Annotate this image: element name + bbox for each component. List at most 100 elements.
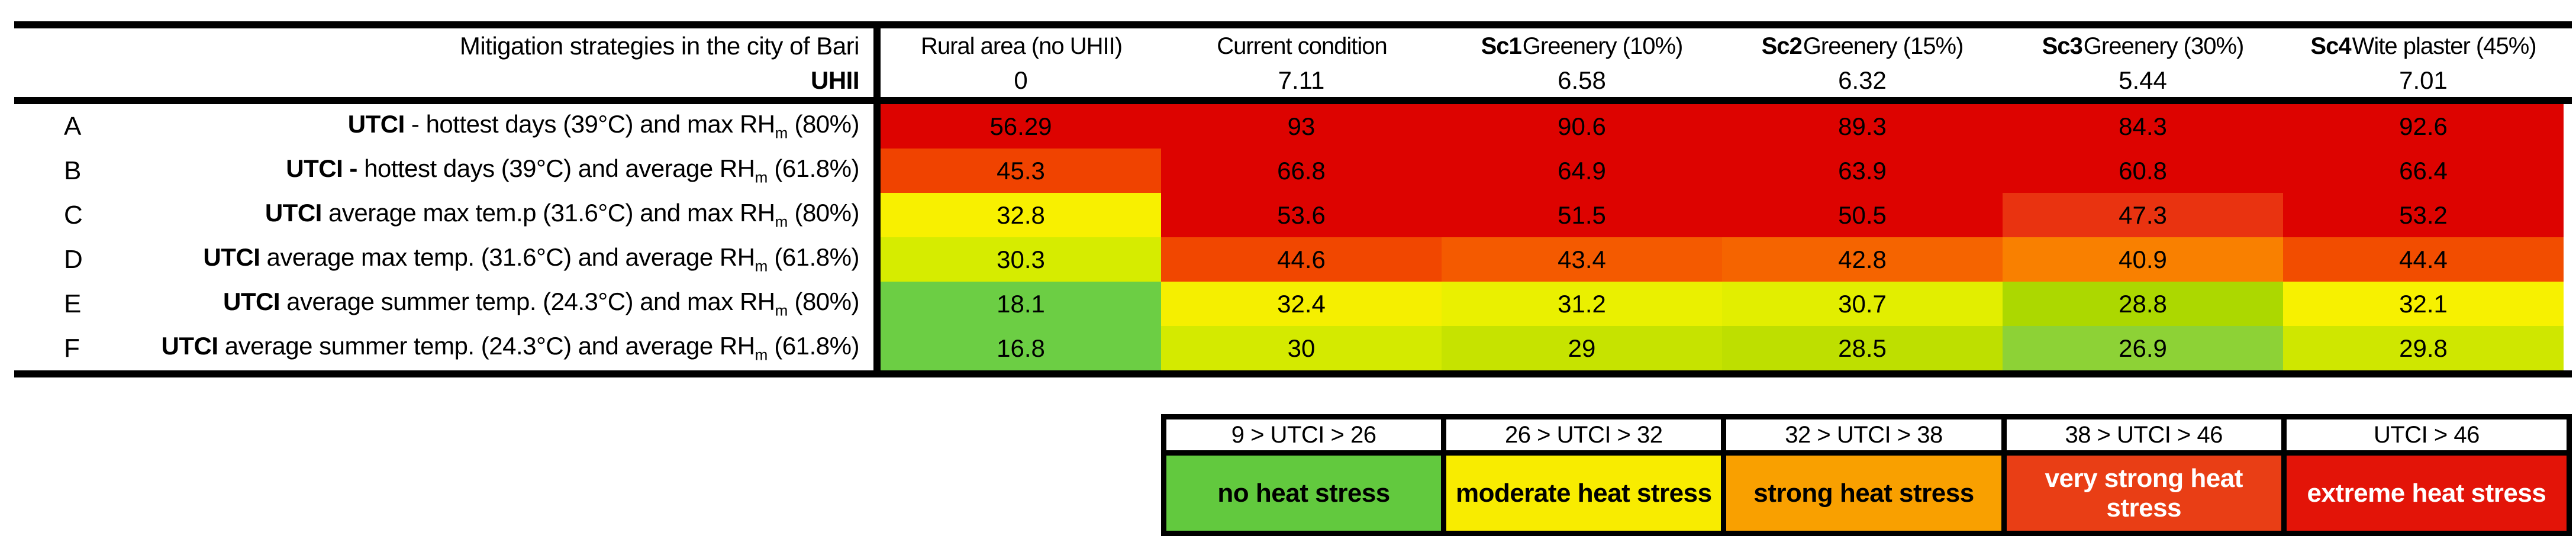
utci-value-cell: 53.6 [1161,193,1442,237]
legend-label-cell: extreme heat stress [2286,456,2567,531]
row-description-tail: (80%) [788,199,859,227]
legend-label-cell: no heat stress [1166,456,1447,531]
utci-value-cell: 47.3 [2003,193,2283,237]
legend-range-cell: 9 > UTCI > 26 [1166,419,1447,456]
row-description-text: average max tem.p (31.6°C) and max RH [321,199,775,227]
column-header: Rural area (no UHII) [881,28,1161,64]
legend-range-cell: 32 > UTCI > 38 [1726,419,2007,456]
row-description-tail: (61.8%) [768,332,859,360]
utci-value-cell: 26.9 [2003,326,2283,370]
column-header-label: Current condition [1217,33,1388,59]
row-description: UTCI - hottest days (39°C) and max RHm (… [347,110,860,142]
utci-value-cell: 40.9 [2003,237,2283,282]
table-row: D UTCI average max temp. (31.6°C) and ave… [14,237,2572,282]
uhii-value: 6.58 [1558,66,1606,94]
utci-value-cell: 44.6 [1161,237,1442,282]
row-description: UTCI average summer temp. (24.3°C) and a… [161,332,860,364]
utci-value-cell: 43.4 [1442,237,1722,282]
utci-value-cell: 63.9 [1722,149,2003,193]
utci-table: Mitigation strategies in the city of Bar… [14,21,2572,377]
row-description-bold: UTCI [347,110,405,138]
row-label-cell: F UTCI average summer temp. (24.3°C) and … [14,326,881,370]
utci-value-cell: 45.3 [881,149,1161,193]
utci-value-cell: 90.6 [1442,104,1722,149]
rh-subscript: m [755,168,768,186]
utci-value-cell: 93 [1161,104,1442,149]
legend-label-cell: strong heat stress [1726,456,2007,531]
rh-subscript: m [775,212,788,231]
rh-subscript: m [775,124,788,142]
column-header: Sc2 Greenery (15%) [1722,28,2003,64]
column-header: Sc4 Wite plaster (45%) [2283,28,2564,64]
utci-value-cell: 44.4 [2283,237,2564,282]
utci-value-cell: 31.2 [1442,282,1722,326]
column-header-label: Rural area (no UHII) [920,33,1123,59]
legend-range-cell: 26 > UTCI > 32 [1446,419,1727,456]
row-description-bold: UTCI [161,332,219,360]
uhii-value: 7.01 [2399,66,2448,94]
rh-subscript: m [755,346,768,364]
column-header-scenario: Sc4 [2310,33,2351,59]
row-description-tail: (80%) [788,288,859,316]
utci-value-cell: 60.8 [2003,149,2283,193]
legend-label-cell: very strong heat stress [2006,456,2287,531]
row-letter: D [64,244,83,274]
row-label-cell: B UTCI - hottest days (39°C) and average … [14,149,881,193]
header-row-uhii: UHII 0 7.11 6.58 6.32 5.44 7.01 [14,64,2572,97]
row-letter: C [64,200,83,230]
utci-value-cell: 56.29 [881,104,1161,149]
row-description: UTCI average max temp. (31.6°C) and aver… [203,243,859,275]
legend-table: 9 > UTCI > 26 26 > UTCI > 32 32 > UTCI > 3… [1161,414,2572,536]
column-header-label: Greenery (30%) [2083,33,2245,59]
table-row: F UTCI average summer temp. (24.3°C) and … [14,326,2572,370]
table-row: B UTCI - hottest days (39°C) and average … [14,149,2572,193]
row-description-text: average max temp. (31.6°C) and average R… [260,243,756,272]
rh-subscript: m [775,301,788,319]
utci-value-cell: 53.2 [2283,193,2564,237]
column-header-label: Wite plaster (45%) [2352,33,2537,59]
utci-value-cell: 16.8 [881,326,1161,370]
rh-subscript: m [755,257,768,275]
utci-value-cell: 18.1 [881,282,1161,326]
row-letter: E [64,289,82,318]
row-label-cell: A UTCI - hottest days (39°C) and max RHm … [14,104,881,149]
utci-value-cell: 42.8 [1722,237,2003,282]
column-header: Sc3 Greenery (30%) [2003,28,2283,64]
row-description: UTCI - hottest days (39°C) and average R… [286,154,859,186]
column-header: Sc1 Greenery (10%) [1442,28,1722,64]
utci-value-cell: 28.5 [1722,326,2003,370]
column-header-scenario: Sc3 [2042,33,2083,59]
row-description-tail: (61.8%) [768,243,859,272]
utci-value-cell: 28.8 [2003,282,2283,326]
row-description-bold: UTCI [223,288,281,316]
utci-value-cell: 30.7 [1722,282,2003,326]
row-description-tail: (61.8%) [768,154,859,183]
table-header: Mitigation strategies in the city of Bar… [14,28,2572,104]
utci-value-cell: 66.8 [1161,149,1442,193]
utci-value-cell: 51.5 [1442,193,1722,237]
row-letter: A [64,111,82,141]
utci-value-cell: 84.3 [2003,104,2283,149]
utci-value-cell: 89.3 [1722,104,2003,149]
table-row: C UTCI average max tem.p (31.6°C) and max… [14,193,2572,237]
column-header: Current condition [1161,28,1442,64]
uhii-value: 6.32 [1838,66,1887,94]
table-title: Mitigation strategies in the city of Bar… [14,28,881,64]
table-body: A UTCI - hottest days (39°C) and max RHm … [14,104,2572,370]
utci-value-cell: 66.4 [2283,149,2564,193]
utci-value-cell: 32.8 [881,193,1161,237]
row-label-cell: C UTCI average max tem.p (31.6°C) and max… [14,193,881,237]
uhii-label: UHII [14,64,881,97]
legend-range-cell: 38 > UTCI > 46 [2006,419,2287,456]
uhii-value: 7.11 [1278,66,1325,94]
utci-value-cell: 29 [1442,326,1722,370]
row-description: UTCI average max tem.p (31.6°C) and max … [265,199,860,231]
column-header-label: Greenery (10%) [1522,33,1684,59]
utci-value-cell: 32.1 [2283,282,2564,326]
utci-value-cell: 92.6 [2283,104,2564,149]
legend-label-cell: moderate heat stress [1446,456,1727,531]
row-description-bold: UTCI - [286,154,357,183]
row-letter: B [64,156,82,185]
utci-value-cell: 32.4 [1161,282,1442,326]
utci-value-cell: 64.9 [1442,149,1722,193]
